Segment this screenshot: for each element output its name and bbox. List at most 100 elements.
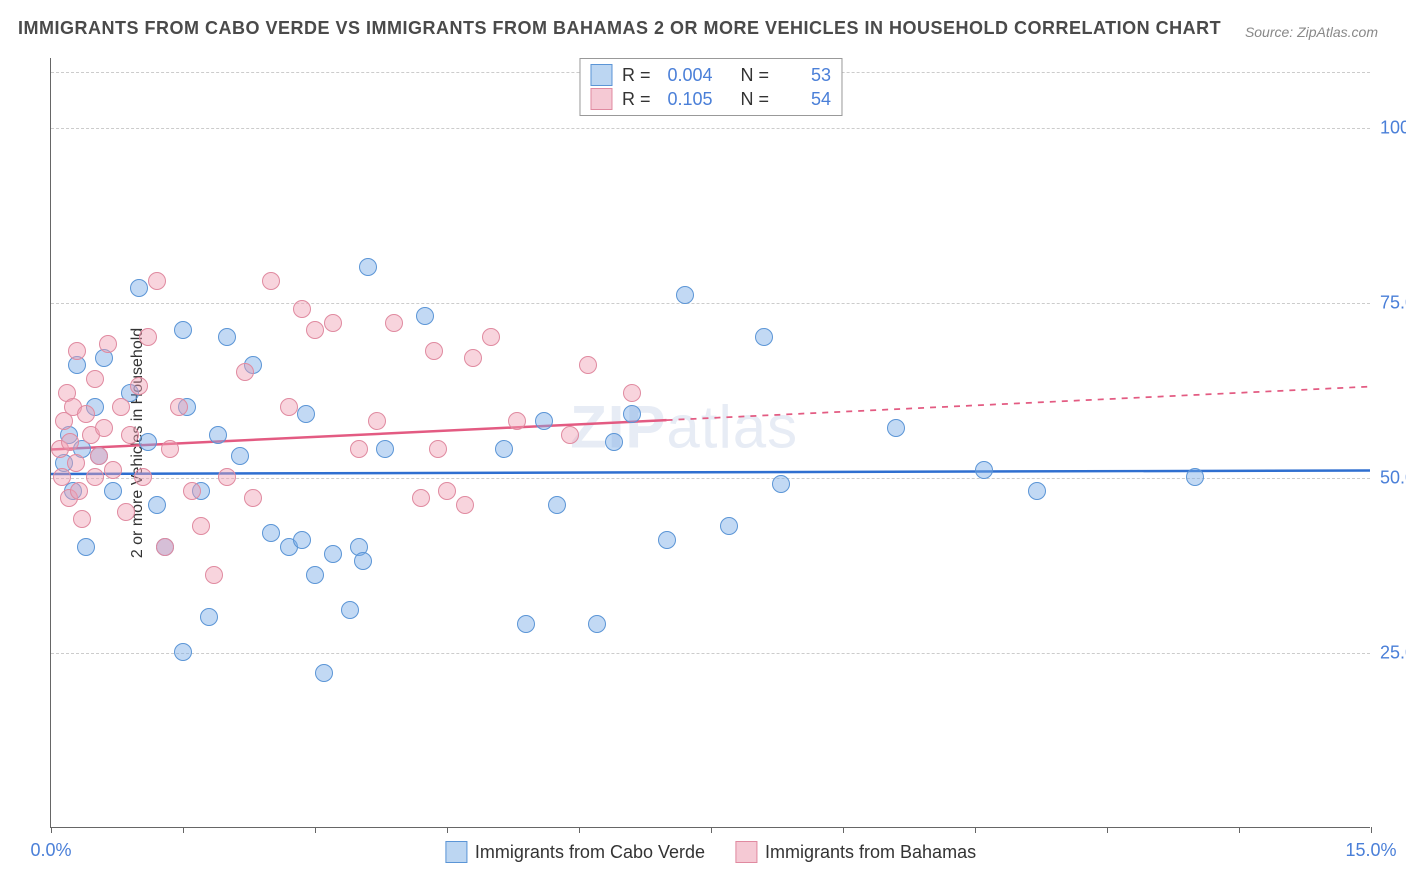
- data-point: [324, 314, 342, 332]
- r-value-1: 0.004: [661, 65, 713, 86]
- data-point: [139, 328, 157, 346]
- x-tick: [1371, 827, 1372, 833]
- data-point: [67, 454, 85, 472]
- data-point: [61, 433, 79, 451]
- data-point: [117, 503, 135, 521]
- r-label: R =: [622, 89, 651, 110]
- data-point: [535, 412, 553, 430]
- chart-title: IMMIGRANTS FROM CABO VERDE VS IMMIGRANTS…: [18, 18, 1221, 39]
- data-point: [350, 440, 368, 458]
- data-point: [293, 300, 311, 318]
- data-point: [1186, 468, 1204, 486]
- data-point: [508, 412, 526, 430]
- data-point: [174, 321, 192, 339]
- data-point: [130, 279, 148, 297]
- data-point: [359, 258, 377, 276]
- data-point: [720, 517, 738, 535]
- swatch-series-1: [590, 64, 612, 86]
- r-value-2: 0.105: [661, 89, 713, 110]
- x-tick: [315, 827, 316, 833]
- data-point: [121, 426, 139, 444]
- x-tick: [1239, 827, 1240, 833]
- data-point: [183, 482, 201, 500]
- data-point: [99, 335, 117, 353]
- data-point: [297, 405, 315, 423]
- gridline: [51, 653, 1370, 654]
- data-point: [280, 398, 298, 416]
- legend-item-1: Immigrants from Cabo Verde: [445, 841, 705, 863]
- data-point: [464, 349, 482, 367]
- x-tick: [447, 827, 448, 833]
- gridline: [51, 303, 1370, 304]
- data-point: [456, 496, 474, 514]
- data-point: [130, 377, 148, 395]
- data-point: [244, 489, 262, 507]
- data-point: [975, 461, 993, 479]
- n-label: N =: [741, 65, 770, 86]
- x-tick: [183, 827, 184, 833]
- data-point: [174, 643, 192, 661]
- data-point: [517, 615, 535, 633]
- data-point: [134, 468, 152, 486]
- data-point: [887, 419, 905, 437]
- y-tick-label: 50.0%: [1380, 468, 1406, 489]
- data-point: [354, 552, 372, 570]
- data-point: [192, 517, 210, 535]
- data-point: [148, 496, 166, 514]
- watermark-bold: ZIP: [570, 394, 666, 461]
- data-point: [385, 314, 403, 332]
- data-point: [315, 664, 333, 682]
- source-attribution: Source: ZipAtlas.com: [1245, 24, 1378, 40]
- n-value-2: 54: [779, 89, 831, 110]
- data-point: [218, 328, 236, 346]
- data-point: [236, 363, 254, 381]
- data-point: [70, 482, 88, 500]
- data-point: [306, 566, 324, 584]
- data-point: [341, 601, 359, 619]
- data-point: [588, 615, 606, 633]
- data-point: [676, 286, 694, 304]
- r-label: R =: [622, 65, 651, 86]
- data-point: [605, 433, 623, 451]
- data-point: [262, 272, 280, 290]
- data-point: [324, 545, 342, 563]
- series-legend: Immigrants from Cabo Verde Immigrants fr…: [437, 841, 984, 863]
- data-point: [200, 608, 218, 626]
- swatch-series-2: [735, 841, 757, 863]
- data-point: [77, 405, 95, 423]
- x-tick: [1107, 827, 1108, 833]
- data-point: [139, 433, 157, 451]
- data-point: [161, 440, 179, 458]
- data-point: [231, 447, 249, 465]
- data-point: [548, 496, 566, 514]
- data-point: [425, 342, 443, 360]
- data-point: [1028, 482, 1046, 500]
- data-point: [438, 482, 456, 500]
- x-tick: [975, 827, 976, 833]
- legend-label-2: Immigrants from Bahamas: [765, 842, 976, 863]
- data-point: [262, 524, 280, 542]
- trend-lines-svg: [51, 58, 1370, 827]
- data-point: [205, 566, 223, 584]
- data-point: [73, 510, 91, 528]
- data-point: [112, 398, 130, 416]
- gridline: [51, 128, 1370, 129]
- data-point: [218, 468, 236, 486]
- data-point: [623, 405, 641, 423]
- n-value-1: 53: [779, 65, 831, 86]
- data-point: [368, 412, 386, 430]
- data-point: [95, 419, 113, 437]
- data-point: [53, 468, 71, 486]
- x-tick: [843, 827, 844, 833]
- swatch-series-2: [590, 88, 612, 110]
- data-point: [755, 328, 773, 346]
- data-point: [495, 440, 513, 458]
- data-point: [412, 489, 430, 507]
- x-tick-label: 15.0%: [1345, 840, 1396, 861]
- data-point: [429, 440, 447, 458]
- y-tick-label: 100.0%: [1380, 118, 1406, 139]
- gridline: [51, 478, 1370, 479]
- data-point: [86, 370, 104, 388]
- data-point: [306, 321, 324, 339]
- chart-plot-area: 2 or more Vehicles in Household ZIPatlas…: [50, 58, 1370, 828]
